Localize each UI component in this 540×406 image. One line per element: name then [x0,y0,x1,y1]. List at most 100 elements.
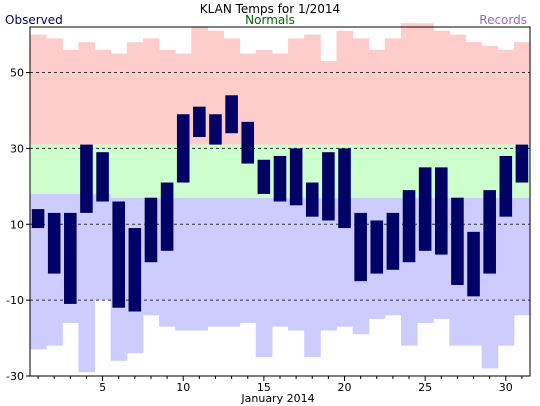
normal-bar [368,144,386,198]
normal-bar [126,144,144,198]
record-low-bar [320,197,337,331]
normal-bar [481,144,499,198]
observed-bar [370,220,384,274]
y-tick-label: 50 [10,67,24,80]
record-high-bar [94,49,112,145]
normal-bar [223,144,241,198]
record-low-bar [304,197,321,358]
observed-bar [80,144,93,213]
record-high-bar [159,49,176,145]
record-low-bar [513,197,531,316]
record-high-bar [288,38,305,145]
x-tick-label: 30 [499,381,513,394]
record-low-bar [223,197,241,327]
observed-bar [47,212,61,274]
observed-bar [193,106,206,138]
observed-bar [176,114,190,183]
record-high-bar [62,49,79,145]
record-low-bar [94,193,112,301]
normal-bar [465,144,483,198]
observed-bar [467,231,480,297]
normal-bar [62,144,79,194]
normal-bar [207,144,225,198]
record-high-bar [481,45,499,145]
chart-title: KLAN Temps for 1/2014 [200,2,340,16]
observed-bar [273,155,287,202]
observed-bar [144,197,158,263]
record-high-bar [336,30,354,145]
record-high-bar [142,38,160,145]
y-tick-label: 10 [10,218,24,231]
record-high-bar [304,34,321,145]
normal-bar [110,144,128,198]
x-tick-label: 25 [418,381,432,394]
record-high-bar [465,42,483,145]
normal-bar [384,144,402,198]
observed-bar [338,148,351,229]
observed-bar [64,212,77,304]
record-high-bar [255,49,273,145]
normal-bar [142,144,160,198]
record-high-bar [110,53,128,145]
record-high-bar [320,61,337,145]
observed-bar [435,167,448,255]
observed-bar [483,190,496,274]
record-low-bar [497,197,515,346]
normal-bar [46,144,63,194]
observed-bar [451,197,464,285]
observed-bar [209,114,222,145]
record-low-bar [336,197,354,327]
x-tick-label: 10 [176,381,190,394]
legend-records: Records [479,13,527,27]
y-tick-label: 30 [10,142,24,155]
observed-bar [289,148,303,206]
observed-bar [96,152,109,202]
observed-bar [160,182,174,251]
record-high-bar [417,23,434,145]
record-high-bar [239,53,257,145]
record-high-bar [78,42,96,145]
observed-bar [225,95,238,134]
normal-bar [449,144,466,198]
observed-bar [241,121,255,164]
observed-bar [515,144,529,183]
legend-normals: Normals [245,13,295,27]
record-high-bar [271,53,289,145]
observed-bar [354,212,367,282]
y-tick-label: -30 [6,370,24,383]
observed-bar [112,201,125,308]
record-high-bar [449,34,466,145]
x-tick-label: 20 [338,381,352,394]
observed-bar [257,159,271,194]
observed-bar [418,167,432,251]
record-low-bar [191,197,208,331]
observed-bars [31,95,529,312]
observed-bar [31,209,45,229]
x-tick-label: 5 [99,381,106,394]
x-axis-label: January 2014 [240,392,314,405]
observed-bar [499,155,513,217]
record-high-bar [368,49,386,145]
record-low-bar [271,197,289,327]
legend-observed: Observed [5,13,63,27]
observed-bar [128,228,142,312]
record-low-bar [78,193,96,373]
record-high-bar [30,34,47,145]
observed-bar [402,190,416,263]
record-low-bar [239,197,257,323]
x-tick-label: 15 [257,381,271,394]
observed-bar [386,212,400,270]
record-high-bar [513,42,531,145]
normal-bar [30,144,47,194]
observed-bar [322,152,335,221]
record-low-bar [207,197,225,327]
record-high-bar [384,38,402,145]
record-high-bar [126,42,144,145]
record-high-bar [497,49,515,145]
record-low-bar [255,197,273,358]
record-low-bar [288,197,305,331]
normal-bar [191,144,208,198]
record-high-bar [433,30,450,145]
observed-bar [305,182,319,217]
record-low-bar [175,197,192,331]
